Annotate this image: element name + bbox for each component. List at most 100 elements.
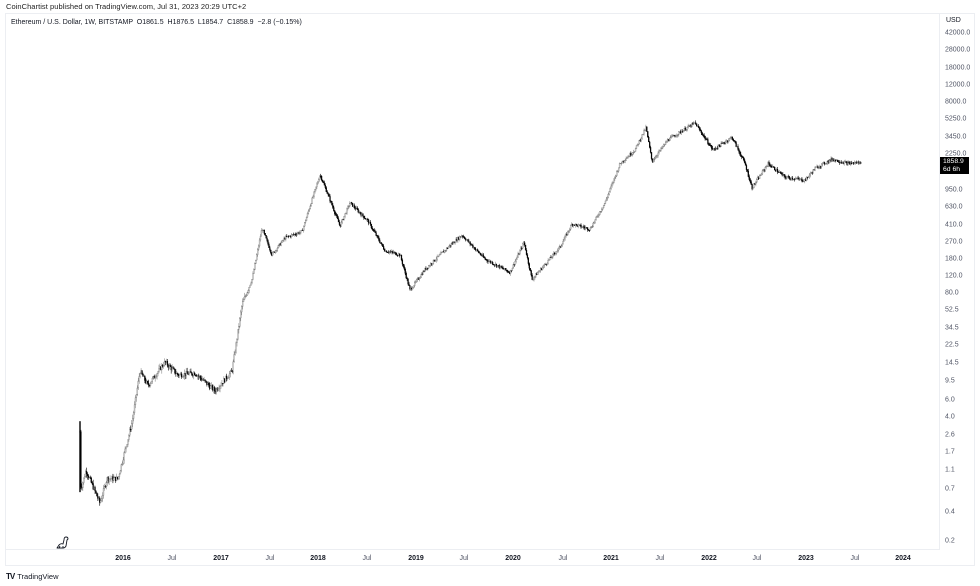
candle-body [233, 354, 235, 363]
publisher-line: CoinChartist published on TradingView.co… [6, 2, 247, 11]
candle-body [633, 151, 635, 153]
candle-body [174, 368, 176, 374]
chart-frame [5, 13, 975, 566]
candle-body [265, 235, 267, 239]
candle-body [541, 267, 544, 270]
candle-body [258, 239, 261, 247]
candle-body [413, 285, 415, 288]
candle-body [734, 140, 736, 143]
candle-body [128, 435, 130, 440]
candle-body [433, 259, 436, 262]
candle-body [659, 150, 661, 152]
candle-body [403, 266, 405, 270]
candle-body [125, 446, 127, 450]
candle-body [797, 177, 799, 179]
candle-body [83, 477, 85, 483]
candle-body [414, 281, 417, 283]
price-tick: 0.4 [945, 508, 955, 516]
candle-body [369, 222, 372, 225]
candle-body [219, 386, 221, 389]
time-label: Jul [655, 555, 665, 562]
candle-body [474, 247, 476, 250]
candle-body [755, 181, 757, 185]
candle-body [601, 209, 603, 212]
candle-body [119, 470, 122, 475]
candle-body [129, 428, 131, 436]
candle-body [363, 215, 365, 219]
tradingview-brand: TradingView [17, 572, 59, 581]
candle-body [738, 149, 740, 152]
candle-body [789, 177, 791, 179]
candle-body [708, 143, 710, 146]
candle-body [753, 183, 755, 188]
candle-body [518, 253, 520, 255]
candle-body [384, 250, 387, 252]
candle-body [391, 251, 393, 253]
candle-body [341, 219, 343, 223]
candle-body [650, 152, 653, 159]
candle-body [488, 261, 490, 263]
candle-body [504, 268, 506, 270]
candle-body [664, 144, 666, 146]
price-tick: 410.0 [945, 221, 963, 229]
candle-body [727, 139, 730, 142]
candle-body [523, 242, 526, 246]
candle-body [273, 251, 276, 253]
price-axis[interactable]: USD 42000.0 28000.0 18000.0 12000.0 8000.0 52… [939, 13, 976, 550]
candle-body [569, 228, 571, 231]
candle-body [147, 381, 149, 384]
candle-body [444, 250, 446, 253]
candle-body [194, 372, 196, 376]
candle-body [635, 145, 638, 149]
candle-body [570, 225, 572, 230]
candle-body [355, 207, 357, 210]
candle-body [320, 175, 322, 177]
price-tick: 14.5 [945, 359, 959, 367]
candle-body [248, 287, 250, 291]
candle-body [711, 145, 713, 149]
candle-body [637, 143, 639, 145]
candlestick-plot[interactable] [5, 13, 939, 549]
candle-body [588, 229, 591, 231]
candle-body [662, 146, 664, 149]
legend-open: O1861.5 [136, 19, 164, 26]
candle-body [443, 251, 445, 253]
candle-body [305, 216, 308, 221]
candle-body [358, 211, 360, 213]
candle-body [616, 171, 618, 176]
tradingview-logo[interactable]: TV TradingView [6, 572, 59, 581]
candle-body [386, 252, 389, 253]
candle-body [269, 247, 271, 251]
candle-body [660, 147, 662, 151]
candle-body [158, 368, 160, 372]
candle-body [476, 249, 478, 251]
candle-body [860, 162, 862, 164]
candle-body [270, 249, 272, 254]
candle-body [100, 498, 103, 502]
candle-body [671, 135, 673, 137]
candle-body [821, 162, 824, 165]
candle-body [812, 169, 814, 174]
candle-body [423, 271, 425, 273]
candle-body [551, 256, 553, 258]
candle-body [744, 162, 747, 166]
candle-body [563, 238, 565, 242]
candle-body [758, 175, 761, 179]
time-label: Jul [558, 555, 568, 562]
candle-body [728, 138, 731, 141]
time-axis[interactable]: 2016 Jul 2017 Jul 2018 Jul 2019 Jul 2020 Jul 2021 J… [5, 549, 939, 567]
candle-body [517, 253, 519, 258]
candle-body [332, 204, 334, 208]
candle-body [441, 252, 443, 253]
candle-body [283, 238, 285, 241]
candle-body [502, 267, 504, 269]
price-tick: 34.5 [945, 324, 959, 331]
price-tick: 120.0 [945, 272, 963, 280]
price-tick: 1.7 [945, 448, 955, 456]
candle-body [326, 191, 328, 194]
candle-body [462, 236, 465, 238]
candle-body [311, 197, 313, 204]
candle-body [457, 237, 459, 242]
candle-body [748, 176, 750, 180]
candle-body [486, 259, 488, 261]
